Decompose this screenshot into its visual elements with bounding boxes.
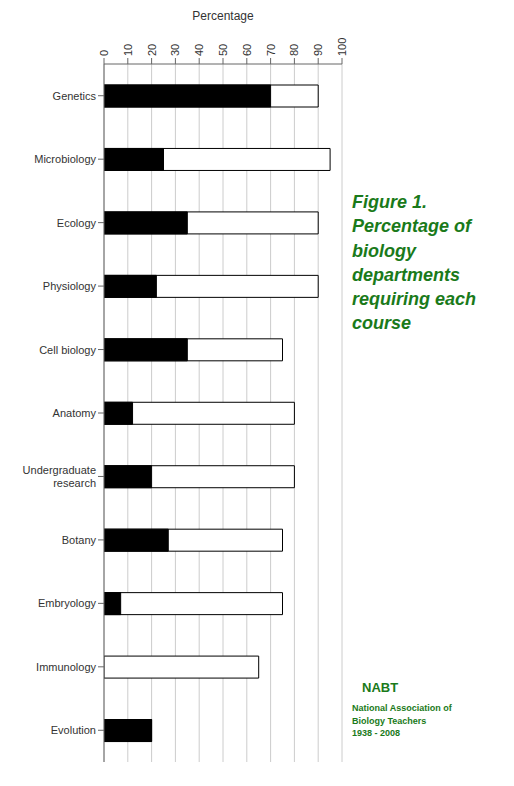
svg-text:50: 50 xyxy=(217,44,229,56)
svg-text:Cell biology: Cell biology xyxy=(39,344,96,356)
svg-text:80: 80 xyxy=(288,44,300,56)
svg-text:90: 90 xyxy=(312,44,324,56)
svg-text:40: 40 xyxy=(193,44,205,56)
svg-text:Genetics: Genetics xyxy=(53,90,97,102)
svg-text:Botany: Botany xyxy=(62,534,97,546)
svg-text:Percentage: Percentage xyxy=(192,9,254,23)
svg-text:Immunology: Immunology xyxy=(36,661,96,673)
svg-text:Ecology: Ecology xyxy=(57,217,97,229)
html-text:NABT: NABT xyxy=(362,680,399,695)
svg-text:Microbiology: Microbiology xyxy=(34,153,96,165)
svg-text:60: 60 xyxy=(241,44,253,56)
svg-text:Undergraduateresearch: Undergraduateresearch xyxy=(23,464,96,489)
svg-text:70: 70 xyxy=(265,44,277,56)
svg-text:Anatomy: Anatomy xyxy=(53,407,97,419)
html-text:Figure 1. Percentage of biolog: Figure 1. Percentage of biology departme… xyxy=(352,192,476,334)
svg-text:Evolution: Evolution xyxy=(51,724,96,736)
svg-text:Physiology: Physiology xyxy=(43,280,97,292)
svg-text:30: 30 xyxy=(169,44,181,56)
svg-text:0: 0 xyxy=(98,50,110,56)
svg-text:Embryology: Embryology xyxy=(38,597,97,609)
html-text:National Association of Biolog: National Association of Biology Teachers… xyxy=(352,703,452,739)
svg-text:100: 100 xyxy=(336,38,348,56)
svg-text:20: 20 xyxy=(146,44,158,56)
svg-text:10: 10 xyxy=(122,44,134,56)
